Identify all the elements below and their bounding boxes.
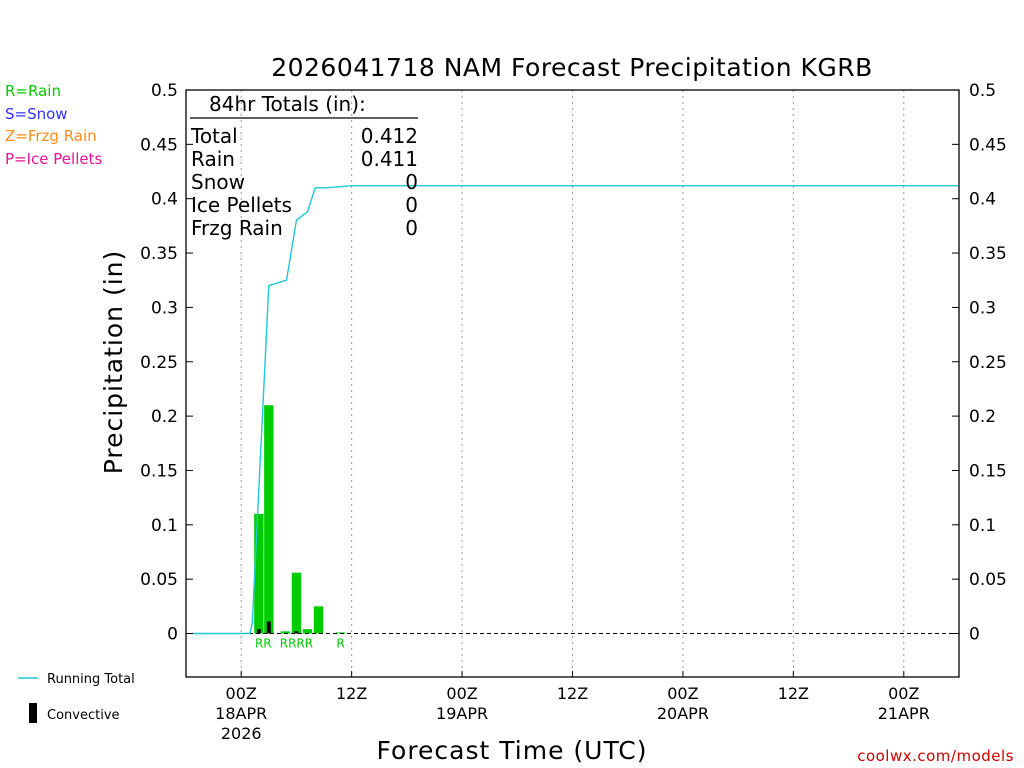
x-tick-label: 00Z <box>226 684 257 703</box>
totals-rain-value: 0.411 <box>361 147 418 171</box>
x-tick-year: 2026 <box>221 724 262 743</box>
y-tick-label: 0.05 <box>140 570 178 590</box>
legend-snow: S=Snow <box>5 105 68 123</box>
y-tick-label: 0.2 <box>151 407 178 427</box>
y-tick-label: 0.5 <box>969 81 996 101</box>
legend-freezing-rain: Z=Frzg Rain <box>5 127 97 145</box>
y-tick-label: 0.25 <box>969 353 1007 373</box>
x-tick-label: 00Z <box>446 684 477 703</box>
y-tick-label: 0.2 <box>969 407 996 427</box>
precip-type-marker: R <box>336 637 344 651</box>
precip-type-marker: RRRR <box>280 637 313 651</box>
x-tick-date: 20APR <box>657 704 709 723</box>
y-tick-label: 0.45 <box>140 135 178 155</box>
rain-bar <box>264 405 274 634</box>
legend-ice-pellets: P=Ice Pellets <box>5 150 102 168</box>
y-tick-label: 0.15 <box>969 461 1007 481</box>
source-credit: coolwx.com/models <box>857 747 1014 765</box>
convective-legend-label: Convective <box>47 708 120 723</box>
x-tick-label: 12Z <box>336 684 367 703</box>
totals-ice-pellets-value: 0 <box>405 193 418 217</box>
rain-bar <box>313 606 324 634</box>
rain-bar <box>280 631 291 634</box>
totals-total-label: Total <box>190 124 238 148</box>
rain-bar <box>291 572 302 634</box>
x-tick-label: 12Z <box>778 684 809 703</box>
totals-rain-label: Rain <box>191 147 235 171</box>
y-tick-label: 0.1 <box>969 516 996 536</box>
totals-header: 84hr Totals (in): <box>209 92 366 116</box>
x-tick-label: 12Z <box>557 684 588 703</box>
totals-frzg-rain-value: 0 <box>405 216 418 240</box>
convective-legend-swatch <box>29 703 37 723</box>
y-tick-label: 0.3 <box>969 298 996 318</box>
y-tick-label: 0.3 <box>151 298 178 318</box>
y-tick-label: 0.45 <box>969 135 1007 155</box>
x-tick-label: 00Z <box>888 684 919 703</box>
totals-ice-pellets-label: Ice Pellets <box>191 193 292 217</box>
x-tick-date: 19APR <box>436 704 488 723</box>
x-tick-label: 00Z <box>667 684 698 703</box>
y-tick-label: 0 <box>969 625 980 645</box>
precip-type-marker: RR <box>255 637 272 651</box>
chart-title: 2026041718 NAM Forecast Precipitation KG… <box>271 53 873 82</box>
vertical-gridlines <box>240 90 905 677</box>
totals-snow-label: Snow <box>191 170 245 194</box>
y-tick-label: 0.1 <box>151 516 178 536</box>
rain-bar <box>335 632 346 634</box>
y-tick-label: 0.25 <box>140 353 178 373</box>
running-total-line <box>191 184 959 635</box>
y-tick-label: 0.5 <box>151 81 178 101</box>
convective-bars <box>256 621 299 634</box>
y-tick-label: 0.4 <box>151 190 178 210</box>
rain-bar <box>254 513 264 634</box>
rain-bar <box>302 629 313 634</box>
y-axis-label: Precipitation (in) <box>99 250 128 475</box>
legend-rain: R=Rain <box>5 82 61 100</box>
convective-bar <box>294 631 299 634</box>
totals-total-value: 0.412 <box>361 124 418 148</box>
y-tick-label: 0.4 <box>969 190 996 210</box>
precip-type-legend: R=Rain S=Snow Z=Frzg Rain P=Ice Pellets <box>5 82 102 168</box>
y-tick-label: 0.35 <box>969 244 1007 264</box>
precipitation-bars <box>254 405 346 634</box>
running-total-legend-label: Running Total <box>47 672 135 687</box>
x-axis-label: Forecast Time (UTC) <box>377 736 648 765</box>
convective-bar <box>266 621 271 634</box>
totals-box: 84hr Totals (in): Total 0.412 Rain 0.411… <box>190 92 418 240</box>
x-tick-date: 18APR <box>215 704 267 723</box>
x-tick-date: 21APR <box>878 704 930 723</box>
bottom-legend: Running Total Convective <box>18 672 135 723</box>
y-tick-label: 0.35 <box>140 244 178 264</box>
y-tick-label: 0.05 <box>969 570 1007 590</box>
y-tick-label: 0 <box>167 625 178 645</box>
y-axis-right: 0.5 0.45 0.4 0.35 0.3 0.25 0.2 0.15 0.1 0.05 0 <box>952 81 1007 645</box>
precip-type-markers: RR RRRR R <box>255 637 345 651</box>
totals-snow-value: 0 <box>405 170 418 194</box>
y-tick-label: 0.15 <box>140 461 178 481</box>
convective-bar <box>256 629 261 634</box>
y-axis-left: 0.5 0.45 0.4 0.35 0.3 0.25 0.2 0.15 0.1 0.05 0 <box>140 81 193 645</box>
totals-frzg-rain-label: Frzg Rain <box>191 216 283 240</box>
